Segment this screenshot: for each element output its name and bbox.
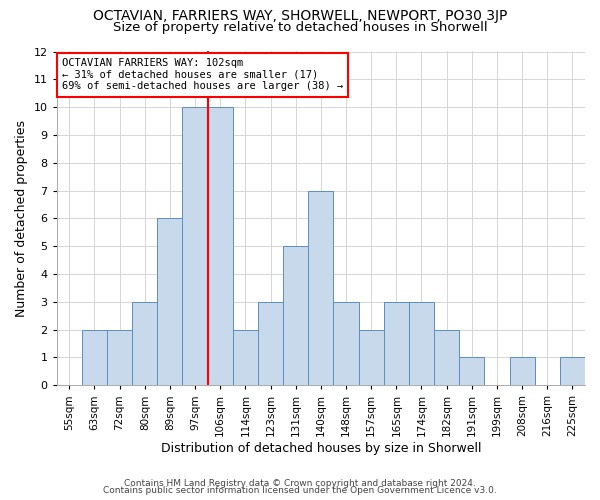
Bar [82, 330, 107, 386]
Bar [560, 358, 585, 386]
Bar [509, 358, 535, 386]
Text: Contains public sector information licensed under the Open Government Licence v3: Contains public sector information licen… [103, 486, 497, 495]
Bar [182, 107, 208, 386]
Bar [107, 330, 132, 386]
Bar [283, 246, 308, 386]
Text: OCTAVIAN FARRIERS WAY: 102sqm
← 31% of detached houses are smaller (17)
69% of s: OCTAVIAN FARRIERS WAY: 102sqm ← 31% of d… [62, 58, 343, 92]
Bar [384, 302, 409, 386]
Text: Size of property relative to detached houses in Shorwell: Size of property relative to detached ho… [113, 21, 487, 34]
Bar [233, 330, 258, 386]
Bar [157, 218, 182, 386]
Bar [208, 107, 233, 386]
Bar [258, 302, 283, 386]
Bar [334, 302, 359, 386]
Bar [459, 358, 484, 386]
Bar [434, 330, 459, 386]
X-axis label: Distribution of detached houses by size in Shorwell: Distribution of detached houses by size … [161, 442, 481, 455]
Bar [308, 190, 334, 386]
Text: OCTAVIAN, FARRIERS WAY, SHORWELL, NEWPORT, PO30 3JP: OCTAVIAN, FARRIERS WAY, SHORWELL, NEWPOR… [93, 9, 507, 23]
Bar [409, 302, 434, 386]
Bar [132, 302, 157, 386]
Text: Contains HM Land Registry data © Crown copyright and database right 2024.: Contains HM Land Registry data © Crown c… [124, 478, 476, 488]
Bar [359, 330, 384, 386]
Y-axis label: Number of detached properties: Number of detached properties [15, 120, 28, 317]
